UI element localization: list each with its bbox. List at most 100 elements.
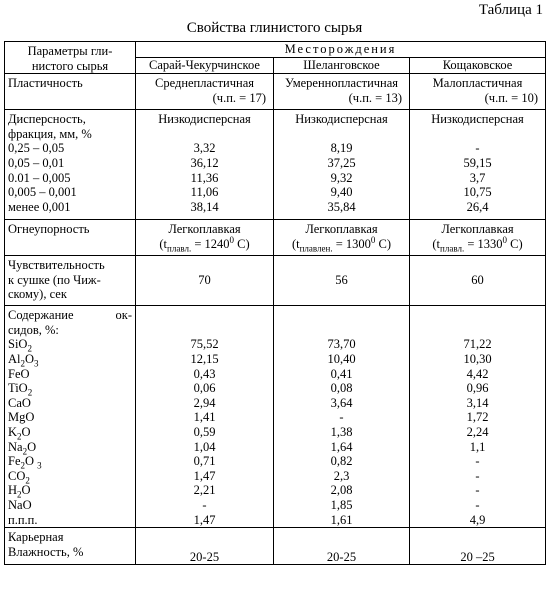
oxide-formula: TiO2: [8, 381, 33, 398]
fraction-label: 0.01 – 0,005: [8, 170, 71, 185]
moisture-row: Карьерная Влажность, % 20-25 20-25 20 –2…: [4, 527, 546, 566]
oxide-value: 0,59: [193, 424, 216, 439]
fraction-value: 35,84: [327, 199, 356, 214]
fraction-label: менее 0,001: [8, 199, 71, 214]
oxide-value: 2,3: [333, 468, 350, 483]
fraction-value: 9,40: [330, 185, 353, 200]
oxide-value: 4,42: [466, 366, 489, 381]
oxide-value: 0,06: [193, 381, 216, 396]
oxide-value: 2,24: [466, 424, 489, 439]
oxides-row: Содержание ок- сидов, %: SiO2 Al2O3 FeO TiO…: [4, 305, 546, 529]
melting-temperature: (tплавл. = 12400 C): [159, 234, 250, 254]
refractoriness-name: Легкоплавкая: [305, 222, 378, 237]
clay-properties-table: Параметры гли- нистого сырья Месторожден…: [4, 40, 546, 566]
oxide-value: 75,52: [190, 337, 219, 352]
drying-row: Чувствительность к сушке (по Чиж- скому)…: [4, 255, 546, 307]
param-header-line1: Параметры гли-: [27, 44, 113, 58]
plasticity-index: (ч.п. = 17): [212, 90, 266, 105]
plasticity-name: Среднепластичная: [154, 76, 255, 91]
oxide-value: 10,40: [327, 351, 356, 366]
plasticity-cell: Умереннопластичная (ч.п. = 13): [273, 73, 410, 111]
refractoriness-cell: Легкоплавкая (tплавл. = 13300 C): [409, 219, 546, 257]
oxide-value: 73,70: [327, 337, 356, 352]
oxide-value: 1,41: [193, 410, 216, 425]
param-header-line2: нистого сырья: [31, 58, 109, 73]
fraction-value: 38,14: [190, 199, 219, 214]
moisture-value: 20-25: [273, 527, 410, 566]
oxide-value: 4,9: [469, 512, 486, 527]
plasticity-name: Малопластичная: [432, 76, 523, 91]
oxide-formula: MgO: [8, 410, 35, 425]
oxide-value: 10,30: [463, 351, 492, 366]
oxide-values: 75,52 12,15 0,43 0,06 2,94 1,41 0,59 1,04 0,71 1,…: [139, 337, 270, 527]
drying-value: 70: [135, 255, 274, 307]
moisture-label-line2: Влажность, %: [8, 544, 84, 559]
refractoriness-name: Легкоплавкая: [168, 222, 241, 237]
deposits-header: Месторождения: [135, 41, 546, 58]
moisture-value: 20 –25: [409, 527, 546, 566]
oxide-formula: CaO: [8, 395, 31, 410]
oxides-label-cell: Содержание ок- сидов, %: SiO2 Al2O3 FeO TiO…: [4, 305, 136, 529]
oxide-value: 2,21: [193, 483, 216, 498]
fraction-label: 0,05 – 0,01: [8, 155, 65, 170]
fraction-value: 9,32: [330, 170, 353, 185]
oxide-value: 1,64: [330, 439, 353, 454]
oxides-cell: 73,70 10,40 0,41 0,08 3,64-1,38 1,64 0,82 2,3 2,…: [273, 305, 410, 529]
oxide-value: 0,43: [193, 366, 216, 381]
oxide-values: 71,22 10,30 4,42 0,96 3,14 1,72 2,24 1,1- - - -4,9: [413, 337, 542, 527]
moisture-label-cell: Карьерная Влажность, %: [4, 527, 136, 566]
deposit-name: Сарай-Чекурчинское: [135, 56, 274, 75]
fraction-label: 0,005 – 0,001: [8, 185, 77, 200]
oxide-formula: Fe2O 3: [8, 454, 42, 471]
oxide-value: 2,94: [193, 395, 216, 410]
oxide-value: 3,64: [330, 395, 353, 410]
oxide-value: -: [339, 410, 344, 425]
fraction-value: 3,32: [193, 141, 216, 156]
oxide-formula: NaO: [8, 497, 32, 512]
oxide-value: 0,82: [330, 454, 353, 469]
moisture-value: 20-25: [135, 527, 274, 566]
table-number: Таблица 1: [478, 2, 543, 18]
oxide-value: 12,15: [190, 351, 219, 366]
oxide-value: 1,04: [193, 439, 216, 454]
oxide-value: -: [475, 454, 480, 469]
oxide-formula: FeO: [8, 366, 30, 381]
oxide-value: 1,61: [330, 512, 353, 527]
melting-temperature: (tплавл. = 13300 C): [432, 234, 523, 254]
oxide-value: -: [202, 497, 207, 512]
drying-label-line3: скому), сек: [8, 287, 67, 302]
oxide-value: 1,85: [330, 497, 353, 512]
oxides-cell: 71,22 10,30 4,42 0,96 3,14 1,72 2,24 1,1- - - -4,9: [409, 305, 546, 529]
dispersity-class: Низкодисперсная: [431, 112, 524, 127]
oxide-value: 1,47: [193, 512, 216, 527]
drying-value: 56: [273, 255, 410, 307]
moisture-label-line1: Карьерная: [8, 530, 64, 545]
oxide-formula: SiO2: [8, 337, 32, 354]
oxide-formula: Na2O: [8, 439, 37, 457]
oxide-value: 0,08: [330, 381, 353, 396]
fraction-value: 3,7: [469, 170, 486, 185]
oxide-value: -: [475, 497, 480, 512]
dispersity-label-line2: фракция, мм, %: [8, 126, 92, 141]
oxides-label-line1: Содержание ок-: [8, 308, 132, 323]
dispersity-row: Дисперсность, фракция, мм, % 0,25 – 0,05…: [4, 109, 546, 221]
dispersity-cell: Низкодисперсная - 59,15 3,7 10,75 26,4: [409, 109, 546, 221]
plasticity-label: Пластичность: [4, 73, 136, 111]
param-header-cell: Параметры гли- нистого сырья: [4, 40, 136, 75]
fraction-value: 36,12: [190, 155, 219, 170]
dispersity-label-line1: Дисперсность,: [8, 112, 86, 127]
fraction-value: 11,06: [190, 185, 219, 200]
oxide-formula: K2O: [8, 424, 31, 442]
oxide-formula: CO2: [8, 468, 30, 486]
deposit-names-row: Сарай-Чекурчинское Шеланговское Кощаковс…: [5, 56, 546, 75]
oxide-formula: H2O: [8, 483, 31, 500]
oxide-value: -: [475, 483, 480, 498]
fraction-value: 10,75: [463, 185, 492, 200]
oxide-value: 2,08: [330, 483, 353, 498]
refractoriness-row: Огнеупорность Легкоплавкая (tплавл. = 12…: [4, 219, 546, 257]
refractoriness-label: Огнеупорность: [4, 219, 136, 257]
oxide-values: 73,70 10,40 0,41 0,08 3,64-1,38 1,64 0,82 2,3 2,…: [277, 337, 406, 527]
dispersity-class: Низкодисперсная: [295, 112, 388, 127]
drying-label-cell: Чувствительность к сушке (по Чиж- скому)…: [4, 255, 136, 307]
fraction-label: 0,25 – 0,05: [8, 141, 65, 156]
